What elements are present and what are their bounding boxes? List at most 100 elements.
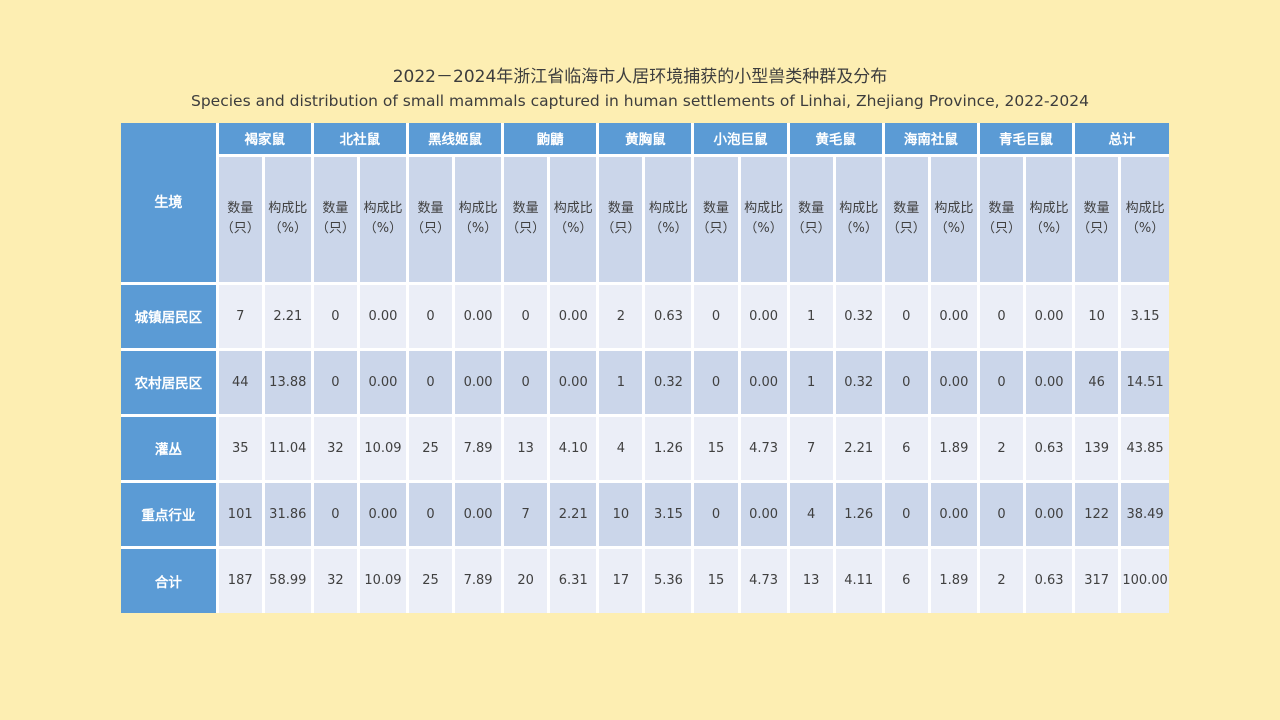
percent-cell: 0.00 [356,281,409,351]
row-label: 农村居民区 [121,347,219,417]
subheader-count: 数量 （只） [976,153,1027,285]
table-row: 灌丛 35 11.04 32 10.09 25 7.89 13 4.10 4 1.26 15 4.73 7… [121,413,1169,483]
percent-cell: 0.00 [1022,347,1076,417]
count-cell: 15 [691,413,741,483]
percent-cell: 0.32 [832,281,885,351]
count-cell: 4 [596,413,646,483]
count-cell: 20 [501,545,551,613]
count-cell: 0 [976,281,1027,351]
percent-cell: 11.04 [261,413,314,483]
subheader-percent: 构成比 （%） [452,153,505,285]
count-cell: 10 [1072,281,1122,351]
page-title: 2022－2024年浙江省临海市人居环境捕获的小型兽类种群及分布 [392,67,888,87]
table-row: 合计 187 58.99 32 10.09 25 7.89 20 6.31 17 5.36 15 4.7… [121,545,1169,613]
percent-cell: 0.00 [1022,479,1076,549]
count-cell: 7 [501,479,551,549]
percent-cell: 2.21 [547,479,600,549]
count-cell: 0 [976,347,1027,417]
percent-cell: 3.15 [642,479,695,549]
percent-cell: 2.21 [261,281,314,351]
row-label: 合计 [121,545,219,613]
count-cell: 101 [215,479,265,549]
count-cell: 0 [501,347,551,417]
subheader-percent: 构成比 （%） [927,153,980,285]
subheader-count: 数量 （只） [215,153,265,285]
count-cell: 46 [1072,347,1122,417]
percent-cell: 100.00 [1118,545,1169,613]
count-cell: 32 [310,413,360,483]
percent-cell: 0.00 [452,347,505,417]
percent-cell: 4.73 [737,545,790,613]
percent-cell: 43.85 [1118,413,1169,483]
subheader-percent: 构成比 （%） [1022,153,1076,285]
count-cell: 7 [215,281,265,351]
count-cell: 0 [691,479,741,549]
count-cell: 0 [405,479,456,549]
subheader-count: 数量 （只） [881,153,931,285]
count-cell: 13 [501,413,551,483]
percent-cell: 4.73 [737,413,790,483]
subheader-count: 数量 （只） [1072,153,1122,285]
percent-cell: 0.00 [927,479,980,549]
count-cell: 0 [881,281,931,351]
species-header: 总计 [1072,123,1169,157]
percent-cell: 0.00 [452,479,505,549]
species-header: 鼩鼱 [501,123,600,157]
percent-cell: 1.26 [832,479,885,549]
count-cell: 1 [786,347,836,417]
percent-cell: 0.00 [927,281,980,351]
count-cell: 7 [786,413,836,483]
percent-cell: 5.36 [642,545,695,613]
percent-cell: 14.51 [1118,347,1169,417]
percent-cell: 0.00 [927,347,980,417]
species-header: 褐家鼠 [215,123,314,157]
percent-cell: 0.00 [1022,281,1076,351]
page-subtitle: Species and distribution of small mammal… [191,92,1089,110]
percent-cell: 0.00 [356,479,409,549]
species-header: 黑线姬鼠 [405,123,505,157]
percent-cell: 10.09 [356,413,409,483]
percent-cell: 1.26 [642,413,695,483]
table-row: 城镇居民区 7 2.21 0 0.00 0 0.00 0 0.00 2 0.63 0 0.00 1 0.32… [121,281,1169,351]
percent-cell: 6.31 [547,545,600,613]
subheader-percent: 构成比 （%） [547,153,600,285]
count-cell: 25 [405,545,456,613]
percent-cell: 10.09 [356,545,409,613]
count-cell: 2 [976,545,1027,613]
species-header: 海南社鼠 [881,123,980,157]
header-row-species: 生境 褐家鼠 北社鼠 黑线姬鼠 鼩鼱 黄胸鼠 小泡巨鼠 黄毛鼠 海南社鼠 青毛巨鼠 总计 [121,123,1169,285]
count-cell: 6 [881,545,931,613]
percent-cell: 4.11 [832,545,885,613]
count-cell: 35 [215,413,265,483]
count-cell: 1 [596,347,646,417]
percent-cell: 0.00 [737,347,790,417]
row-label: 灌丛 [121,413,219,483]
subheader-percent: 构成比 （%） [642,153,695,285]
count-cell: 25 [405,413,456,483]
percent-cell: 38.49 [1118,479,1169,549]
count-cell: 10 [596,479,646,549]
count-cell: 0 [310,479,360,549]
subheader-percent: 构成比 （%） [832,153,885,285]
count-cell: 0 [310,281,360,351]
subheader-count: 数量 （只） [501,153,551,285]
percent-cell: 7.89 [452,545,505,613]
subheader-count: 数量 （只） [310,153,360,285]
count-cell: 2 [596,281,646,351]
percent-cell: 58.99 [261,545,314,613]
percent-cell: 0.32 [832,347,885,417]
count-cell: 0 [881,479,931,549]
percent-cell: 31.86 [261,479,314,549]
table-row: 农村居民区 44 13.88 0 0.00 0 0.00 0 0.00 1 0.32 0 0.00 1 0.… [121,347,1169,417]
species-header: 小泡巨鼠 [691,123,790,157]
count-cell: 32 [310,545,360,613]
percent-cell: 0.00 [547,347,600,417]
subheader-count: 数量 （只） [596,153,646,285]
count-cell: 139 [1072,413,1122,483]
percent-cell: 7.89 [452,413,505,483]
header-row-subcolumns: 数量 （只） 构成比 （%） 数量 （只） 构成比 （%） 数量 （只） 构成比 （%）数… [121,153,1169,285]
subheader-count: 数量 （只） [405,153,456,285]
percent-cell: 4.10 [547,413,600,483]
count-cell: 0 [691,281,741,351]
count-cell: 122 [1072,479,1122,549]
